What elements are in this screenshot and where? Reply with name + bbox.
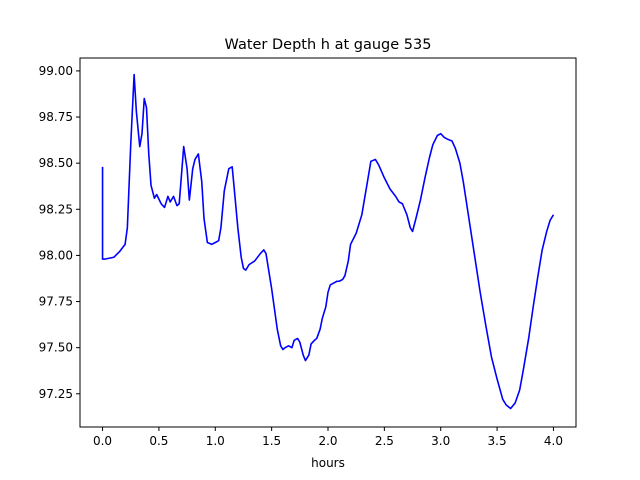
y-tick-label: 99.00 — [39, 64, 73, 78]
y-tick-label: 98.50 — [39, 156, 73, 170]
x-tick-label: 0.5 — [149, 434, 168, 448]
x-axis-label: hours — [311, 456, 345, 470]
y-tick-label: 98.25 — [39, 202, 73, 216]
x-tick-label: 1.5 — [262, 434, 281, 448]
y-tick-label: 98.00 — [39, 248, 73, 262]
x-tick-label: 2.5 — [375, 434, 394, 448]
y-tick-label: 97.75 — [39, 295, 73, 309]
x-tick-label: 2.0 — [318, 434, 337, 448]
y-axis: 97.25 97.50 97.75 98.00 98.25 98.50 98.75 99.00 — [39, 64, 80, 401]
y-tick-label: 97.50 — [39, 341, 73, 355]
x-tick-label: 0.0 — [93, 434, 112, 448]
chart-title: Water Depth h at gauge 535 — [225, 37, 432, 53]
x-tick-label: 3.5 — [488, 434, 507, 448]
x-tick-label: 4.0 — [544, 434, 563, 448]
y-tick-label: 97.25 — [39, 387, 73, 401]
x-axis: 0.0 0.5 1.0 1.5 2.0 2.5 3.0 3.5 4.0 — [93, 427, 563, 448]
x-tick-label: 1.0 — [206, 434, 225, 448]
x-tick-label: 3.0 — [431, 434, 450, 448]
y-tick-label: 98.75 — [39, 110, 73, 124]
series-line — [101, 73, 555, 410]
